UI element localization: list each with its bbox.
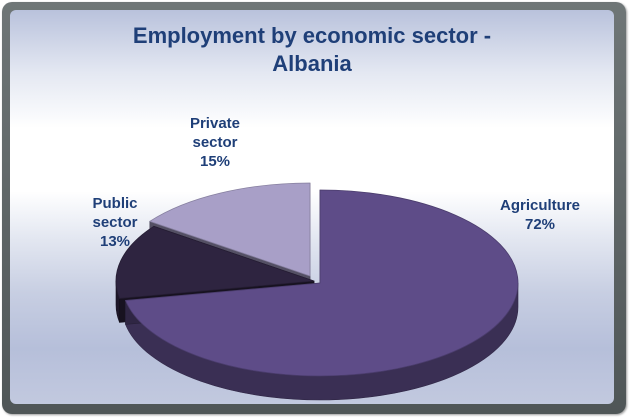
- slice-label-public-name-1: Public: [92, 195, 138, 212]
- slice-label-public-sector: Public sector 13%: [80, 194, 150, 251]
- slice-label-private-sector: Private sector 15%: [180, 114, 250, 171]
- slice-label-public-name-2: sector: [92, 214, 138, 231]
- slice-label-agriculture-value: 72%: [524, 216, 556, 233]
- pie-slice-group-0: [124, 189, 519, 401]
- slice-label-public-value: 13%: [99, 233, 131, 250]
- slice-label-private-name-1: Private: [189, 115, 241, 132]
- chart-title: Employment by economic sector - Albania: [10, 22, 614, 78]
- chart-title-line-1: Employment by economic sector -: [132, 23, 492, 48]
- chart-title-line-2: Albania: [272, 51, 352, 76]
- pie-slice-top-1: [115, 225, 315, 299]
- pie-slice-top-0: [124, 189, 519, 377]
- slice-label-agriculture-name: Agriculture: [499, 197, 580, 214]
- pie-slice-top-2: [148, 182, 311, 277]
- slice-label-private-name-2: sector: [192, 134, 238, 151]
- slice-label-private-value: 15%: [199, 153, 231, 170]
- slice-label-agriculture: Agriculture 72%: [485, 196, 595, 234]
